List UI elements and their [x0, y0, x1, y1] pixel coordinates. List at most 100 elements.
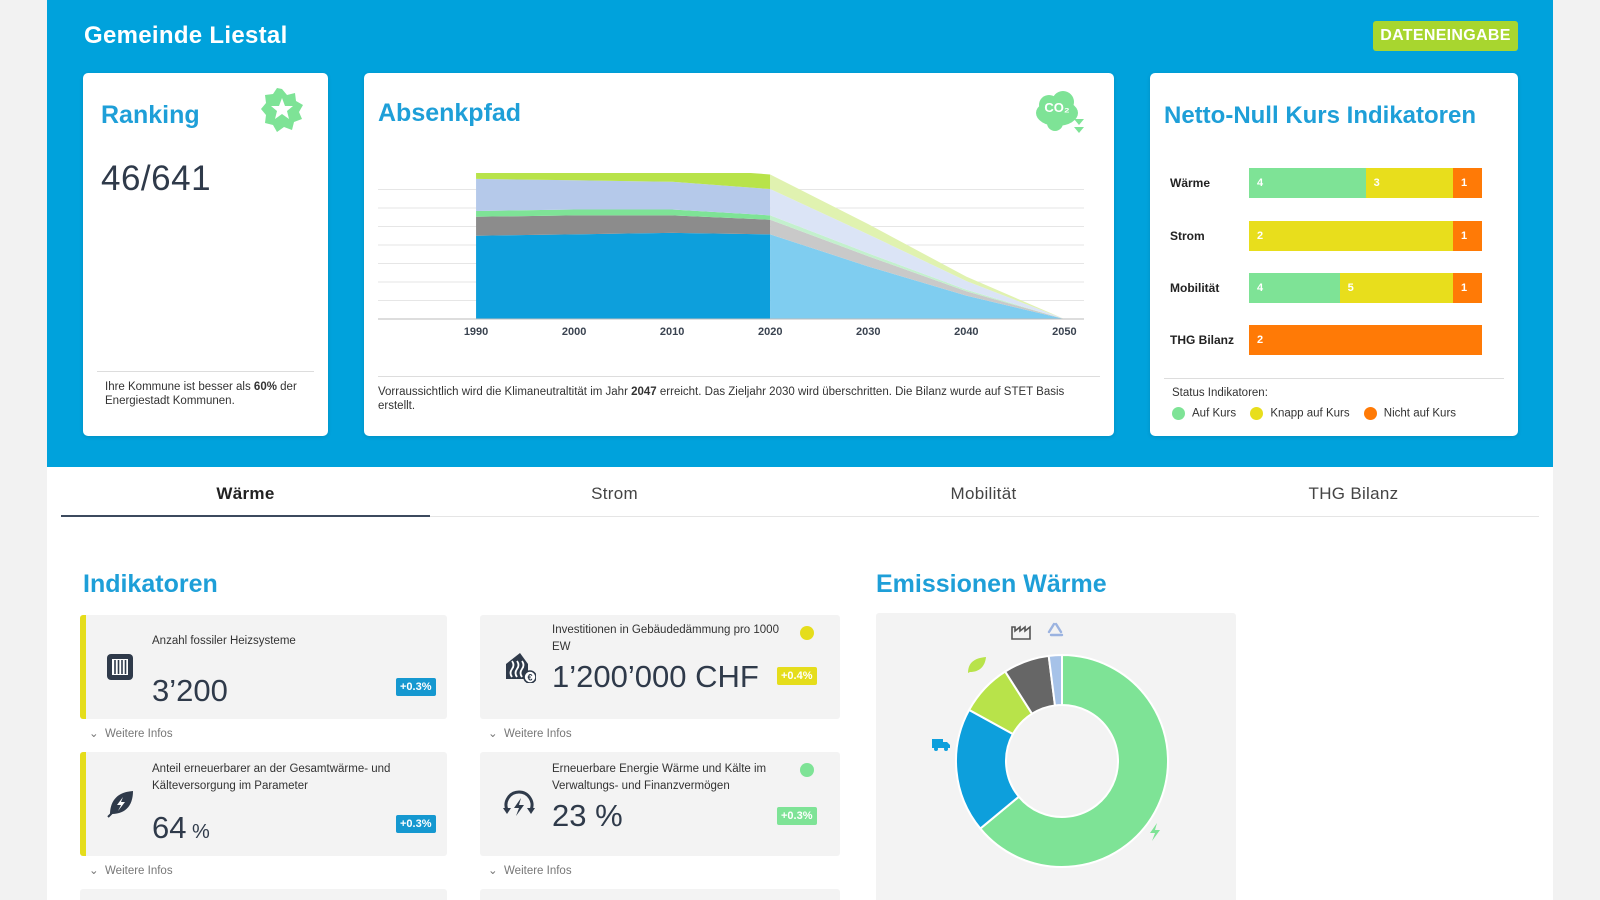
x-tick-label: 2000: [562, 326, 586, 338]
truck-wheel: [944, 747, 948, 751]
indicator-card[interactable]: Erneuerbare Energie Wärme und Kälte im V…: [480, 752, 840, 856]
tab-mobilitaet[interactable]: Mobilität: [950, 484, 1017, 503]
indicator-card[interactable]: Anzahl fossiler Heizsysteme 3’200 +0.3%: [80, 615, 447, 719]
indicator-segment-green: 4: [1249, 273, 1340, 303]
truck-icon: [932, 739, 950, 751]
indicator-row-label: THG Bilanz: [1170, 333, 1235, 347]
indicator-label: Investitionen in Gebäudedämmung pro 1000…: [552, 624, 779, 653]
indicator-segment-orange: 1: [1453, 168, 1482, 198]
indicator-row: Wärme 4 3 1: [1170, 168, 1490, 198]
area-series-gray: [476, 215, 771, 236]
factory-shape: [1011, 625, 1031, 640]
tab-strom[interactable]: Strom: [591, 484, 638, 503]
recycle-shape: [1047, 622, 1064, 637]
indicator-card[interactable]: € Investitionen in Gebäudedämmung pro 10…: [480, 615, 840, 719]
legend-nearly-on-track: Knapp auf Kurs: [1250, 407, 1350, 420]
leaf-energy-icon: [107, 791, 133, 818]
area-series-blue: [476, 232, 771, 319]
indicator-card[interactable]: Anteil erneuerbarer an der Gesamtwärme- …: [80, 752, 447, 856]
indicator-row-label: Mobilität: [1170, 281, 1220, 295]
status-dot-yellow: [800, 626, 814, 640]
indicator-segment-yellow: 3: [1365, 168, 1453, 198]
yellow-dot-icon: [1250, 407, 1264, 420]
indicator-row: THG Bilanz 2: [1170, 325, 1490, 355]
area-projection-blue: [770, 234, 1065, 319]
svg-text:€: €: [527, 673, 532, 683]
recycle-icon: [1047, 622, 1064, 637]
energy-bolt-icon: [1150, 823, 1160, 841]
truck-wheel: [934, 747, 938, 751]
absenkpfad-title: Absenkpfad: [378, 99, 522, 127]
house-insulation-icon: €: [506, 653, 536, 683]
truck-cab: [943, 742, 950, 748]
ranking-card: Ranking 46/641 Ihre Kommune ist besser a…: [83, 73, 328, 436]
indicator-row-label: Strom: [1170, 229, 1205, 243]
indicator-segment-orange: 1: [1453, 273, 1482, 303]
absenkpfad-card: Absenkpfad CO₂ 1990 2000 2010 2020 2030 2040 2…: [364, 73, 1114, 436]
indicator-segment-green: 4: [1249, 168, 1366, 198]
app-window: Gemeinde Liestal DATENEINGABE Ranking 46…: [47, 0, 1553, 900]
indicator-value: 1’200’000 CHF: [552, 659, 759, 694]
leaf-shape: [968, 657, 986, 673]
indicator-row: Mobilität 4 5 1: [1170, 273, 1490, 303]
indikatoren-title: Indikatoren: [83, 570, 218, 598]
trend-badge: +0.4%: [777, 667, 817, 685]
status-legend: Status Indikatoren: Auf Kurs Knapp auf K…: [1164, 378, 1504, 420]
indicator-segment-yellow: 2: [1249, 221, 1453, 251]
indicator-segment-yellow: 5: [1339, 273, 1453, 303]
indicator-card[interactable]: [480, 889, 840, 900]
leaf-icon: [968, 657, 986, 673]
indicator-value: 3’200: [152, 673, 228, 708]
x-tick-label: 2040: [954, 326, 978, 338]
legend-on-track: Auf Kurs: [1172, 407, 1236, 420]
indicator-row: Strom 2 1: [1170, 221, 1490, 251]
status-label: Status Indikatoren:: [1172, 387, 1268, 399]
x-tick-label: 2020: [758, 326, 782, 338]
more-info-toggle[interactable]: ⌄ Weitere Infos: [488, 728, 572, 740]
truck-body: [932, 739, 943, 748]
more-info-toggle[interactable]: ⌄ Weitere Infos: [488, 865, 572, 877]
netto-null-card: Netto-Null Kurs Indikatoren Wärme 4 3 1 Stro…: [1150, 73, 1518, 436]
trend-badge: +0.3%: [396, 678, 436, 696]
tab-waerme[interactable]: Wärme: [61, 467, 430, 517]
co2-cloud-icon: CO₂: [1036, 91, 1084, 133]
tab-thg-bilanz[interactable]: THG Bilanz: [1308, 484, 1399, 503]
x-tick-label: 2050: [1052, 326, 1076, 338]
donut-slice-recycling: [1047, 653, 1063, 707]
indicator-value: 64 %: [152, 810, 210, 845]
ranking-footer: Ihre Kommune ist besser als 60% der Ener…: [97, 371, 314, 408]
trend-badge: +0.3%: [396, 815, 436, 833]
emissionen-chart-card: [876, 613, 1236, 900]
emissionen-donut-chart: [932, 622, 1169, 868]
award-star-icon: [261, 88, 303, 132]
absenkpfad-footer: Vorraussichtlich wird die Klimaneutralti…: [378, 376, 1100, 413]
indicator-card[interactable]: [80, 889, 447, 900]
header-section: Gemeinde Liestal DATENEINGABE Ranking 46…: [47, 0, 1553, 467]
indicator-row-label: Wärme: [1170, 176, 1211, 190]
netto-null-title: Netto-Null Kurs Indikatoren: [1164, 102, 1477, 129]
data-entry-button[interactable]: DATENEINGABE: [1373, 21, 1518, 51]
svg-text:CO₂: CO₂: [1044, 100, 1070, 115]
x-tick-label: 2010: [660, 326, 684, 338]
indicator-segment-orange: 1: [1453, 221, 1482, 251]
factory-icon: [1011, 625, 1031, 640]
area-series-green: [476, 209, 771, 220]
donut-slice-strom: [978, 653, 1169, 868]
indicator-segment-orange: 2: [1249, 325, 1482, 355]
municipality-title: Gemeinde Liestal: [84, 22, 288, 49]
renewable-cycle-icon: [503, 790, 535, 816]
more-info-toggle[interactable]: ⌄ Weitere Infos: [89, 728, 173, 740]
area-series-lime: [476, 173, 771, 190]
status-dot-green: [800, 763, 814, 777]
green-dot-icon: [1172, 407, 1185, 420]
indicator-label: Anzahl fossiler Heizsysteme: [152, 635, 296, 647]
ranking-value: 46/641: [101, 159, 212, 198]
category-tabs: Wärme Strom Mobilität THG Bilanz: [61, 467, 1539, 517]
energy-bolt-shape: [1150, 823, 1160, 841]
emissionen-title: Emissionen Wärme: [876, 570, 1107, 598]
trend-badge: +0.3%: [777, 807, 817, 825]
more-info-toggle[interactable]: ⌄ Weitere Infos: [89, 865, 173, 877]
indicator-label: Anteil erneuerbarer an der Gesamtwärme- …: [152, 763, 391, 792]
absenkpfad-chart: 1990 2000 2010 2020 2030 2040 2050: [378, 173, 1084, 338]
indicator-label: Erneuerbare Energie Wärme und Kälte im V…: [552, 763, 767, 792]
